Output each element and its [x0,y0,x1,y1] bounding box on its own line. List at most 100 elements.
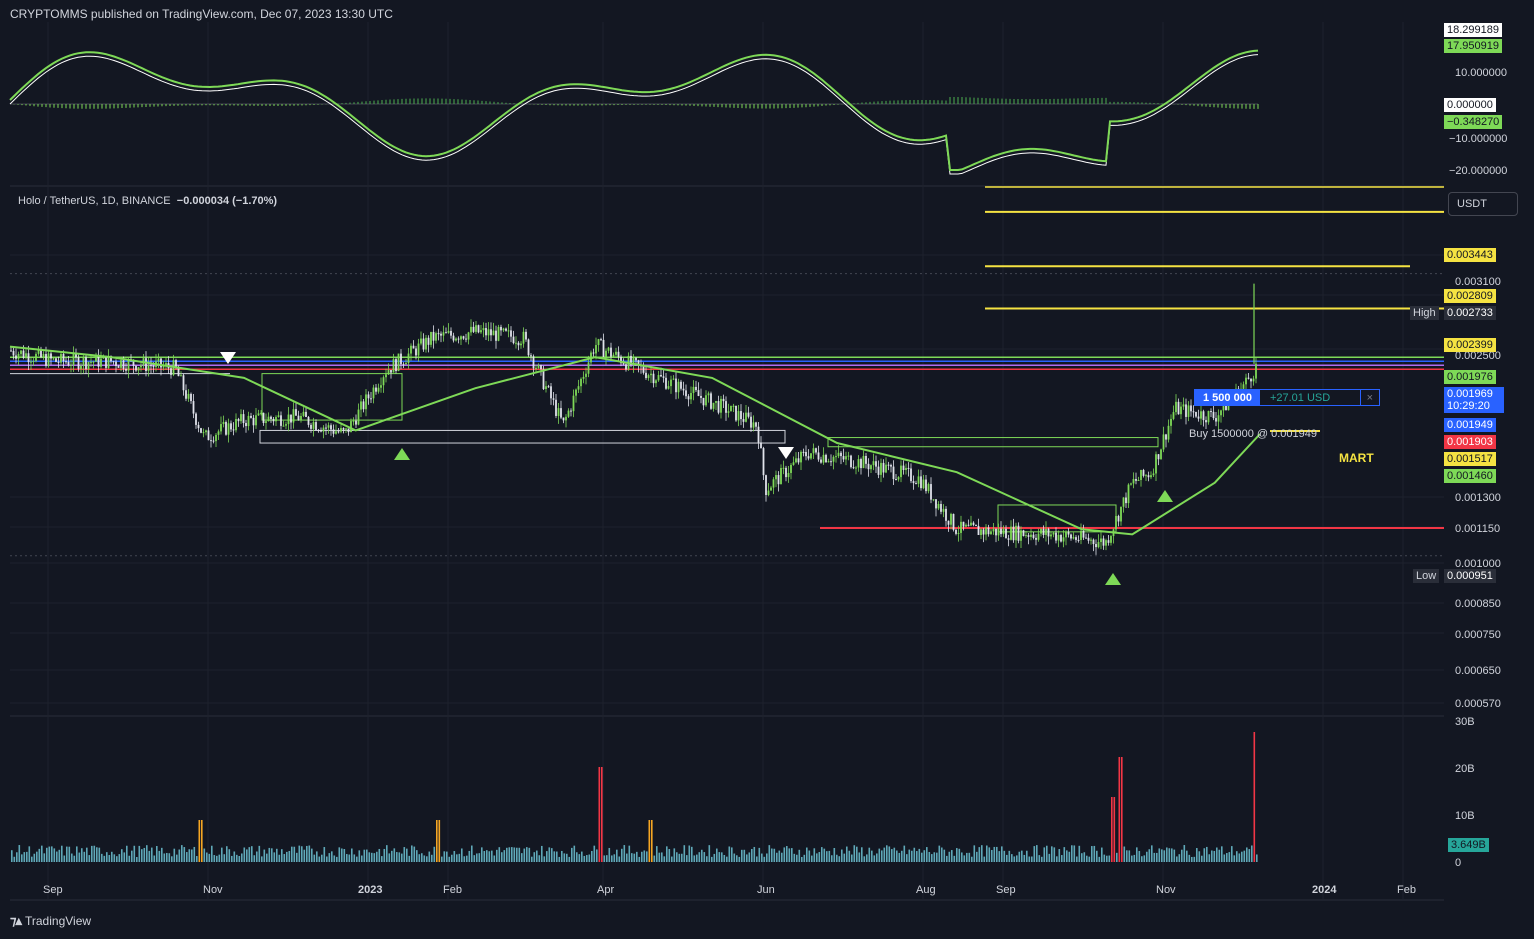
candle-body [1145,475,1147,477]
candle-body [105,355,107,368]
volume-bar [953,855,956,862]
candle-body [892,466,895,480]
volume-bar [643,850,646,862]
candle-body [1212,411,1215,419]
candle-body [1125,497,1127,504]
candle-body [50,353,52,359]
order-quantity[interactable]: 1 500 000 [1195,390,1260,405]
time-tick: Jun [757,884,775,896]
candle-body [760,442,762,449]
candle-body [985,527,987,535]
candle-body [145,358,147,372]
volume-bar [491,850,493,862]
volume-bar [813,848,816,862]
volume-bar [216,855,218,862]
candle-body [565,416,567,421]
volume-bar [256,851,258,862]
volume-bar [918,848,921,862]
volume-bar [1186,850,1188,862]
candle-body [1100,538,1102,543]
volume-bar [893,847,896,862]
volume-bar [366,849,368,862]
candle-body [850,455,852,468]
volume-bar [521,853,523,862]
volume-bar [456,854,458,862]
volume-bar [1216,847,1218,862]
volume-bar [301,846,303,862]
candle-body [387,370,390,375]
volume-bar [473,855,476,862]
candle-body [982,529,985,535]
candle-body [782,467,785,469]
candle-body [855,467,857,469]
volume-bar [51,846,53,862]
candle-body [235,418,237,431]
volume-bar [998,851,1001,862]
volume-bar [878,848,881,862]
volume-bar [488,851,491,862]
volume-bar [201,820,203,862]
volume-bar [946,855,948,862]
volume-bar [1096,850,1098,862]
candle-body [52,358,55,360]
candle-body [890,464,892,467]
candle-body [595,345,597,354]
candle-body [190,393,192,402]
candle-body [930,484,932,500]
volume-bar [403,847,406,862]
volume-bar [48,846,51,862]
volume-bar [16,852,18,862]
candle-body [735,405,737,421]
candle-body [12,350,15,356]
candle-body [527,339,530,356]
volume-bar [648,820,651,862]
candle-body [585,373,587,377]
candle-body [45,354,47,366]
red-level-tag: 0.001903 [1444,435,1496,449]
candle-body [730,405,732,412]
candle-body [872,461,875,466]
volume-bar [1123,846,1126,862]
candle-body [932,499,935,501]
close-icon[interactable]: × [1359,390,1379,405]
candle-body [635,357,637,361]
candle-body [375,387,377,392]
candle-body [677,381,680,393]
candle-body [935,499,937,509]
volume-bar [356,856,358,862]
volume-tick: 10B [1455,810,1475,822]
currency-button[interactable]: USDT [1448,192,1518,216]
candle-body [632,357,635,365]
candle-body [770,487,772,491]
candle-body [310,424,312,429]
volume-bar [596,849,598,862]
volume-bar [1011,854,1013,862]
candle-body [670,379,672,387]
volume-bar [911,850,913,862]
volume-bar [976,851,978,862]
volume-bar [891,849,893,862]
order-line-widget[interactable]: 1 500 000 +27.01 USD × [1194,389,1380,406]
signal-markers [220,352,1173,585]
candle-body [917,476,920,484]
volume-bar [706,856,708,862]
volume-bar [1196,848,1198,862]
volume-bar [196,856,198,862]
volume-bar [183,847,186,862]
volume-bar [1166,847,1168,862]
candle-body [647,375,650,379]
candle-body [390,370,392,373]
candle-body [215,434,217,442]
candle-body [800,451,802,463]
volume-bar [1041,856,1043,862]
candle-body [410,345,412,354]
volume-bar [563,853,566,862]
candle-body [732,405,735,407]
volume-bar [828,850,831,862]
candle-body [692,386,695,394]
candle-body [360,401,362,410]
candle-body [195,413,197,425]
candle-body [975,524,977,526]
price-tick: 0.003100 [1455,276,1501,288]
